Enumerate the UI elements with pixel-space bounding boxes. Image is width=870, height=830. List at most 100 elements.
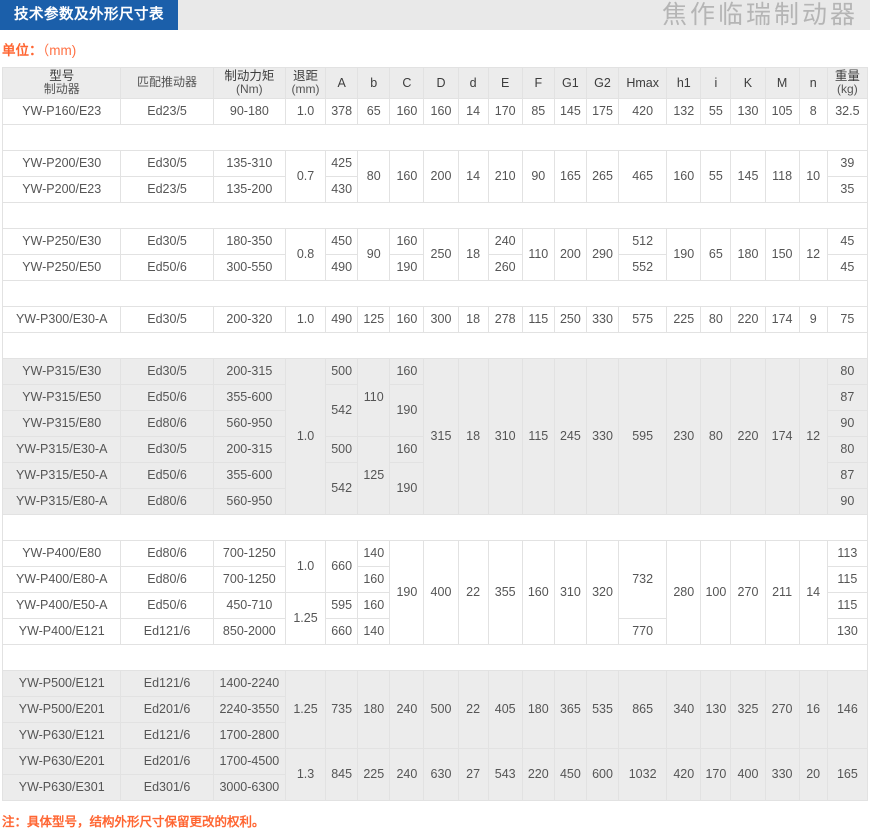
table-row: YW-P250/E30 Ed30/5 180-350 0.8 450 90 160 250 18… bbox=[1, 228, 869, 281]
cell-torque: 355-600 bbox=[212, 384, 286, 411]
cell-model: YW-P400/E50-A bbox=[1, 592, 122, 619]
cell-torque: 1700-4500 bbox=[212, 748, 286, 775]
watermark-text: 焦作临瑞制动器 bbox=[661, 2, 858, 29]
table-header: 型号 制动器 匹配推动器 制动力矩 (Nm) 退距 (mm) A b C D d… bbox=[1, 67, 869, 99]
cell-model: YW-P315/E80 bbox=[1, 410, 122, 437]
table-row: YW-P300/E30-A Ed30/5 200-320 1.0 490 125 160 30… bbox=[1, 306, 869, 333]
cell-model: YW-P250/E30 bbox=[1, 228, 122, 255]
cell-a: 490 bbox=[325, 254, 359, 281]
cell-n: 9 bbox=[798, 306, 828, 333]
cell-a: 542 bbox=[325, 462, 359, 515]
cell-n: 16 bbox=[798, 670, 828, 749]
column-header-backlash-sub: (mm) bbox=[291, 82, 320, 97]
cell-actuator: Ed80/6 bbox=[120, 488, 214, 515]
header-row: 型号 制动器 匹配推动器 制动力矩 (Nm) 退距 (mm) A b C D d… bbox=[1, 67, 869, 99]
cell-h1: 225 bbox=[666, 306, 702, 333]
cell-e: 240 bbox=[487, 228, 523, 255]
cell-hmax: 575 bbox=[618, 306, 668, 333]
cell-b: 160 bbox=[357, 566, 391, 593]
cell-model: YW-P315/E50 bbox=[1, 384, 122, 411]
column-header-hmax: Hmax bbox=[618, 67, 668, 99]
cell-backlash: 0.8 bbox=[284, 228, 327, 281]
cell-c: 160 bbox=[389, 436, 425, 463]
cell-weight: 90 bbox=[826, 488, 869, 515]
table-row: YW-P315/E50 Ed50/6 355-600 542 190 87 bbox=[1, 384, 869, 437]
cell-torque: 200-320 bbox=[212, 306, 286, 333]
cell-actuator: Ed23/5 bbox=[120, 176, 214, 203]
cell-g1: 200 bbox=[553, 228, 587, 281]
cell-k: 220 bbox=[730, 306, 766, 333]
cell-f: 180 bbox=[521, 670, 555, 749]
cell-a: 450 bbox=[325, 228, 359, 255]
cell-h1: 190 bbox=[666, 228, 702, 281]
cell-b: 65 bbox=[357, 98, 391, 125]
cell-a: 500 bbox=[325, 358, 359, 385]
cell-backlash: 1.3 bbox=[284, 748, 327, 801]
cell-i: 55 bbox=[700, 98, 732, 125]
table-row: YW-P315/E30 Ed30/5 200-315 1.0 500 110 160 315 1… bbox=[1, 358, 869, 515]
cell-b: 160 bbox=[357, 592, 391, 619]
table-row: YW-P160/E23 Ed23/5 90-180 1.0 378 65 160 160 14 1… bbox=[1, 98, 869, 125]
table-row: YW-P315/E30-A Ed30/5 200-315 500 125 160 80 bbox=[1, 436, 869, 515]
cell-h1: 230 bbox=[666, 358, 702, 515]
cell-g2: 330 bbox=[585, 358, 620, 515]
cell-model: YW-P250/E50 bbox=[1, 254, 122, 281]
cell-backlash: 1.0 bbox=[284, 358, 327, 515]
cell-h1: 160 bbox=[666, 150, 702, 203]
cell-backlash: 0.7 bbox=[284, 150, 327, 203]
cell-g1: 310 bbox=[553, 540, 587, 645]
cell-actuator: Ed30/5 bbox=[120, 150, 214, 177]
cell-f: 115 bbox=[521, 306, 555, 333]
cell-m: 174 bbox=[764, 358, 800, 515]
cell-a: 490 bbox=[325, 306, 359, 333]
cell-weight: 115 bbox=[826, 592, 869, 619]
cell-actuator: Ed30/5 bbox=[120, 358, 214, 385]
cell-model: YW-P400/E80-A bbox=[1, 566, 122, 593]
cell-torque: 90-180 bbox=[212, 98, 286, 125]
cell-actuator: Ed23/5 bbox=[120, 98, 214, 125]
cell-actuator: Ed50/6 bbox=[120, 384, 214, 411]
cell-model: YW-P200/E30 bbox=[1, 150, 122, 177]
group-separator-cell bbox=[2, 514, 868, 541]
cell-h1: 280 bbox=[666, 540, 702, 645]
group-separator-cell bbox=[2, 280, 868, 307]
cell-g2: 175 bbox=[585, 98, 620, 125]
cell-i: 170 bbox=[700, 748, 732, 801]
cell-c: 190 bbox=[389, 540, 425, 645]
cell-a: 660 bbox=[325, 618, 359, 645]
cell-g1: 145 bbox=[553, 98, 587, 125]
cell-model: YW-P315/E30 bbox=[1, 358, 122, 385]
cell-weight: 80 bbox=[826, 358, 869, 385]
cell-k: 270 bbox=[730, 540, 766, 645]
column-header-actuator-sub: 匹配推动器 bbox=[137, 75, 198, 90]
cell-i: 130 bbox=[700, 670, 732, 749]
cell-n: 20 bbox=[798, 748, 828, 801]
cell-weight: 35 bbox=[826, 176, 869, 203]
column-header-weight-sub: (kg) bbox=[837, 82, 858, 97]
cell-g1: 245 bbox=[553, 358, 587, 515]
group-separator bbox=[2, 332, 868, 359]
cell-m: 105 bbox=[764, 98, 800, 125]
table-row: YW-P250/E50 Ed50/6 300-550 490 190 260 552 45 bbox=[1, 254, 869, 281]
cell-d-lower: 27 bbox=[457, 748, 489, 801]
cell-actuator: Ed50/6 bbox=[120, 254, 214, 281]
cell-backlash: 1.25 bbox=[284, 592, 327, 645]
cell-n: 14 bbox=[798, 540, 828, 645]
cell-c: 160 bbox=[389, 98, 425, 125]
cell-torque: 1700-2800 bbox=[212, 722, 286, 749]
cell-e: 355 bbox=[487, 540, 523, 645]
cell-weight: 87 bbox=[826, 462, 869, 489]
group-separator bbox=[2, 280, 868, 307]
cell-weight: 75 bbox=[826, 306, 869, 333]
cell-torque: 3000-6300 bbox=[212, 774, 286, 801]
column-header-d-lower: d bbox=[457, 67, 489, 99]
cell-weight: 39 bbox=[826, 150, 869, 177]
cell-c: 160 bbox=[389, 358, 425, 385]
table-row: YW-P400/E121 Ed121/6 850-2000 660 140 770 130 bbox=[1, 618, 869, 645]
cell-a: 595 bbox=[325, 592, 359, 619]
cell-k: 130 bbox=[730, 98, 766, 125]
cell-f: 220 bbox=[521, 748, 555, 801]
cell-c: 190 bbox=[389, 254, 425, 281]
cell-model: YW-P300/E30-A bbox=[1, 306, 122, 333]
cell-g2: 600 bbox=[585, 748, 620, 801]
